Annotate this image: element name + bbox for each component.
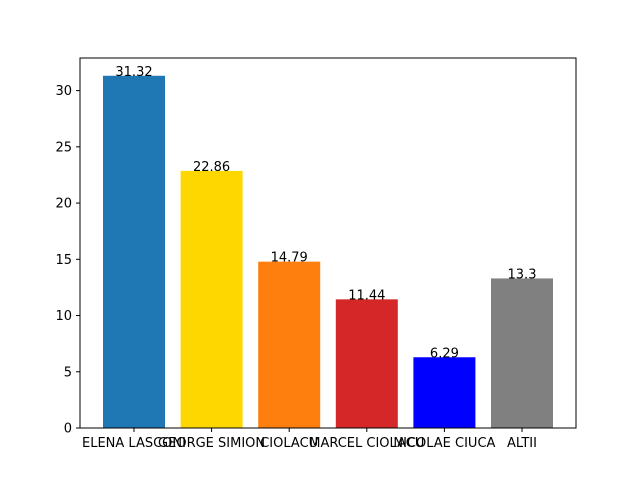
y-tick-label: 20 — [55, 197, 72, 212]
data-label: 31.32 — [115, 65, 152, 80]
bar — [180, 170, 243, 428]
y-tick-label: 25 — [55, 140, 72, 155]
data-label: 6.29 — [430, 346, 459, 361]
data-label: 14.79 — [271, 251, 308, 266]
bar — [413, 357, 476, 428]
y-tick-label: 15 — [55, 253, 72, 268]
data-label: 13.3 — [508, 267, 537, 282]
bar — [103, 75, 165, 429]
labels-layer: ELENA LASCONI 31.32 GEORGE SIMION 22.86 CIOL… — [82, 65, 537, 451]
y-tick-label: 10 — [55, 309, 72, 324]
x-tick-label: CIOLACU — [260, 436, 318, 451]
ticks-layer: 0 5 10 15 20 25 30 — [55, 84, 523, 437]
bar — [335, 299, 398, 428]
x-tick-label: ALTII — [507, 436, 537, 451]
x-tick-label: MARCEL CIOLACU — [309, 436, 424, 451]
y-tick-label: 5 — [64, 365, 72, 380]
bar — [491, 278, 553, 428]
y-tick-label: 30 — [55, 84, 72, 99]
data-label: 11.44 — [348, 288, 385, 303]
bars-layer — [103, 75, 553, 429]
x-tick-label: NICOLAE CIUCA — [393, 436, 495, 451]
y-tick-label: 0 — [64, 422, 72, 437]
x-tick-label: ELENA LASCONI — [82, 436, 186, 451]
x-tick-label: GEORGE SIMION — [158, 436, 265, 451]
data-label: 22.86 — [193, 160, 230, 175]
bar — [258, 261, 321, 428]
plot-frame — [79, 57, 577, 429]
